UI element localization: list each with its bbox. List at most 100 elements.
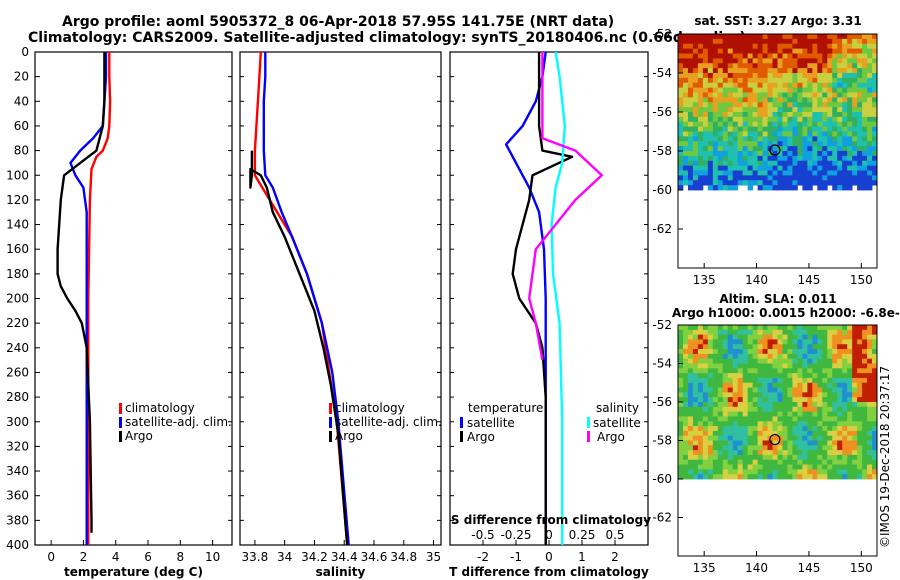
heatmap-cell [852,454,858,461]
heatmap-cell [862,406,868,413]
heatmap-cell [707,112,714,118]
heatmap-cell [678,141,684,147]
heatmap-cell [792,397,798,403]
heatmap-cell [757,48,763,54]
heatmap-cell [802,82,808,89]
heatmap-cell [752,160,759,167]
heatmap-cell [797,126,803,132]
heatmap-cell [822,121,828,128]
heatmap-cell [732,435,739,441]
heatmap-cell [732,406,739,413]
heatmap-cell [742,126,749,132]
heatmap-cell [807,459,813,465]
heatmap-cell [717,165,724,171]
heatmap-cell [797,459,803,465]
heatmap-cell [862,382,868,388]
heatmap-cell [797,136,803,142]
heatmap-cell [747,102,754,108]
heatmap-cell [687,406,694,413]
heatmap-cell [867,435,873,441]
heatmap-cell [717,454,724,461]
heatmap-cell [867,82,873,89]
heatmap-cell [678,440,684,446]
heatmap-cell [752,48,759,54]
heatmap-cell [747,430,754,437]
heatmap-cell [817,426,823,432]
heatmap-cell [862,77,868,84]
heatmap-cell [717,368,724,374]
heatmap-cell [742,180,749,186]
heatmap-cell [812,368,818,374]
heatmap-cell [727,329,734,336]
heatmap-cell [752,58,759,64]
heatmap-cell [817,68,823,74]
heatmap-cell [842,126,848,132]
difference-xlabel: T difference from climatology [449,565,649,579]
heatmap-cell [692,102,699,108]
diff-legend-salinity-title: salinity [596,401,639,415]
heatmap-cell [792,160,798,167]
heatmap-cell [702,68,709,74]
heatmap-cell [682,34,689,40]
heatmap-cell [867,107,873,113]
heatmap-cell [847,339,853,345]
heatmap-cell [687,426,694,432]
heatmap-cell [772,387,778,393]
heatmap-cell [737,454,744,461]
heatmap-cell [807,87,813,93]
heatmap-cell [742,459,749,465]
heatmap-cell [777,92,783,98]
heatmap-cell [747,43,754,50]
heatmap-cell [852,353,858,360]
heatmap-cell [707,353,714,360]
heatmap-cell [797,155,803,162]
heatmap-cell [687,107,694,113]
heatmap-cell [747,474,754,480]
heatmap-cell [827,353,833,360]
heatmap-cell [682,68,689,74]
heatmap-cell [732,349,739,355]
heatmap-cell [772,58,778,64]
heatmap-cell [827,112,833,118]
heatmap-cell [702,155,709,162]
heatmap-cell [727,92,734,98]
heatmap-cell [822,82,828,89]
heatmap-cell [752,155,759,162]
heatmap-cell [772,121,778,128]
heatmap-cell [852,440,858,446]
heatmap-cell [722,397,729,403]
heatmap-cell [702,77,709,84]
heatmap-cell [757,38,763,45]
heatmap-cell [712,397,719,403]
lat-tick-label: -52 [652,318,672,332]
heatmap-cell [717,363,724,369]
heatmap-cell [767,363,773,369]
heatmap-cell [737,170,744,176]
heatmap-cell [747,126,754,132]
heatmap-cell [692,82,699,89]
heatmap-cell [862,38,868,45]
heatmap-cell [862,450,868,456]
heatmap-cell [777,353,783,360]
heatmap-cell [777,82,783,89]
heatmap-cell [722,416,729,422]
heatmap-cell [702,180,709,186]
heatmap-cell [812,430,818,437]
heatmap-cell [852,402,858,408]
heatmap-cell [712,34,719,40]
heatmap-cell [707,126,714,132]
heatmap-cell [678,97,684,103]
heatmap-cell [712,38,719,45]
heatmap-cell [867,387,873,393]
heatmap-cell [757,353,763,360]
heatmap-cell [837,392,843,398]
heatmap-cell [837,474,843,480]
heatmap-cell [737,334,744,340]
heatmap-cell [687,450,694,456]
diff-legend-swatch [460,417,463,428]
heatmap-cell [777,397,783,403]
heatmap-cell [757,382,763,388]
heatmap-cell [812,141,818,147]
heatmap-cell [717,151,724,157]
heatmap-cell [812,334,818,340]
